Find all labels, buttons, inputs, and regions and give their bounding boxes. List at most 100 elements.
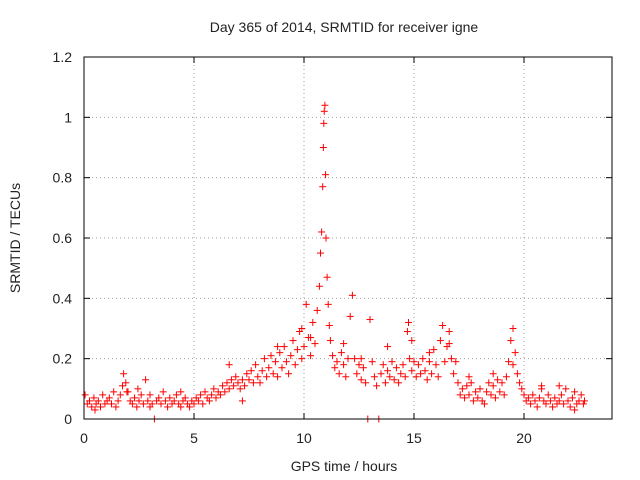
data-point (88, 403, 96, 411)
data-point (135, 397, 143, 405)
data-point (384, 367, 392, 375)
data-point (236, 385, 244, 393)
data-point (324, 300, 332, 308)
data-point (533, 403, 541, 411)
data-point (357, 355, 365, 363)
data-point (223, 379, 231, 387)
data-point (221, 388, 229, 396)
data-point (467, 379, 475, 387)
plot-frame (83, 56, 613, 420)
data-point (518, 385, 526, 393)
data-point (302, 300, 310, 308)
data-point (278, 364, 286, 372)
data-point (520, 391, 528, 399)
data-point (225, 361, 233, 369)
data-point (90, 394, 98, 402)
data-point (507, 337, 515, 345)
data-point (445, 328, 453, 336)
data-point (546, 397, 554, 405)
data-point (120, 370, 128, 378)
data-point (483, 388, 491, 396)
data-point (219, 382, 227, 390)
data-point (509, 361, 517, 369)
data-point (161, 397, 169, 405)
data-point (157, 400, 165, 408)
data-point (285, 370, 293, 378)
y-axis-label: SRMTID / TECUs (7, 183, 23, 293)
data-point (271, 358, 279, 366)
data-point (421, 367, 429, 375)
data-point (289, 337, 297, 345)
data-point (362, 379, 370, 387)
data-point (496, 388, 504, 396)
data-point (230, 382, 238, 390)
data-point (568, 394, 576, 402)
data-point (531, 397, 539, 405)
data-point (524, 394, 532, 402)
data-point (318, 228, 326, 236)
data-point (399, 361, 407, 369)
x-tick-label: 0 (80, 430, 88, 446)
data-point (355, 361, 363, 369)
data-point (212, 394, 220, 402)
data-point (177, 403, 185, 411)
data-point (319, 183, 327, 191)
data-point (293, 346, 301, 354)
grid-layer (84, 57, 612, 419)
data-point (511, 349, 519, 357)
data-point (392, 364, 400, 372)
y-tick-label: 0 (64, 411, 72, 427)
data-point (321, 101, 329, 109)
data-point (397, 370, 405, 378)
data-point (535, 394, 543, 402)
data-point (432, 361, 440, 369)
data-point (265, 364, 273, 372)
data-point (549, 403, 557, 411)
data-point (494, 376, 502, 384)
data-point (190, 400, 198, 408)
data-point (348, 291, 356, 299)
data-point (562, 385, 570, 393)
data-point (227, 376, 235, 384)
data-point (386, 373, 394, 381)
data-point (408, 367, 416, 375)
data-point (326, 337, 334, 345)
data-point (377, 370, 385, 378)
data-point (243, 370, 251, 378)
data-point (267, 352, 275, 360)
data-point (513, 370, 521, 378)
data-point (342, 373, 350, 381)
data-point (166, 394, 174, 402)
data-point (447, 355, 455, 363)
data-point (333, 358, 341, 366)
data-point (133, 403, 141, 411)
data-point (408, 337, 416, 345)
chart-title: Day 365 of 2014, SRMTID for receiver ign… (210, 19, 479, 35)
data-point (500, 391, 508, 399)
x-tick-label: 15 (406, 430, 422, 446)
data-point (208, 391, 216, 399)
data-point (560, 400, 568, 408)
data-point (137, 391, 145, 399)
data-point (538, 382, 546, 390)
data-point (498, 379, 506, 387)
y-tick-label: 0.6 (53, 230, 73, 246)
data-point (105, 394, 113, 402)
y-tick-label: 1.2 (53, 49, 73, 65)
data-point (542, 400, 550, 408)
data-point (309, 318, 317, 326)
data-point (346, 312, 354, 320)
data-point (91, 406, 99, 414)
data-point (480, 400, 488, 408)
data-point (423, 376, 431, 384)
data-point (287, 352, 295, 360)
data-point (461, 394, 469, 402)
data-point (406, 355, 414, 363)
data-point (170, 397, 178, 405)
data-point (252, 361, 260, 369)
data-point (487, 391, 495, 399)
data-point (390, 376, 398, 384)
data-point (373, 382, 381, 390)
data-point (381, 379, 389, 387)
